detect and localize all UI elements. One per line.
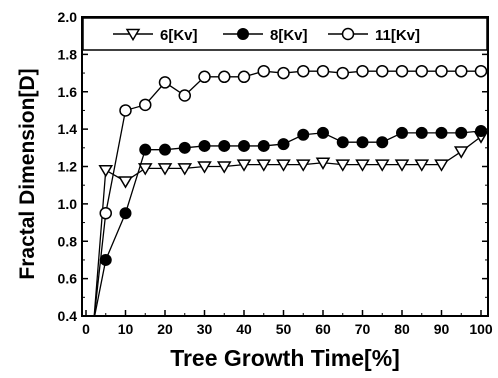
data-point: [236, 159, 252, 172]
legend-label: 11[Kv]: [375, 27, 420, 44]
series-2: [93, 124, 487, 316]
data-point: [434, 159, 449, 172]
x-tick-label: 50: [276, 321, 292, 337]
legend-marker: [341, 27, 355, 41]
data-point: [198, 70, 211, 84]
data-point: [158, 76, 172, 89]
data-point: [297, 128, 310, 141]
data-point: [178, 141, 191, 154]
x-tick-label: 10: [118, 321, 134, 337]
series-layer: [93, 64, 488, 316]
data-point: [257, 64, 270, 78]
data-point: [218, 70, 231, 84]
y-tick-label: 1.6: [58, 84, 78, 100]
data-point: [396, 126, 408, 139]
data-point: [257, 139, 270, 152]
data-point: [435, 126, 448, 139]
data-point: [137, 163, 153, 176]
data-point: [376, 136, 389, 149]
legend-marker: [125, 28, 141, 42]
data-point: [453, 146, 469, 159]
data-point: [295, 159, 311, 172]
y-tick-label: 1.2: [58, 159, 78, 175]
data-point: [374, 159, 390, 172]
data-point: [435, 64, 448, 78]
x-axis-title: Tree Growth Time[%]: [170, 345, 400, 371]
data-point: [139, 98, 152, 112]
series-line: [93, 130, 482, 316]
y-tick-label: 1.4: [58, 121, 78, 137]
data-point: [119, 104, 132, 117]
data-point: [297, 64, 310, 78]
legend-label: 6[Kv]: [160, 27, 198, 44]
data-point: [177, 163, 193, 176]
x-tick-label: 0: [82, 321, 90, 337]
x-tick-label: 30: [197, 321, 213, 337]
series-line: [93, 70, 481, 316]
data-point: [197, 161, 212, 174]
x-tick-label: 70: [355, 321, 371, 337]
x-tick-label: 20: [157, 321, 173, 337]
data-point: [395, 64, 409, 78]
data-point: [335, 159, 351, 172]
x-tick-label: 90: [434, 321, 450, 337]
x-tick-label: 60: [315, 321, 331, 337]
y-tick-label: 1.8: [58, 46, 78, 62]
y-tick-label: 0.4: [58, 308, 78, 324]
data-point: [455, 64, 468, 78]
data-point: [198, 139, 211, 152]
data-point: [356, 64, 369, 78]
y-tick-label: 0.6: [58, 271, 78, 287]
data-point: [139, 143, 152, 156]
data-point: [394, 159, 410, 172]
data-point: [118, 176, 133, 189]
data-point: [317, 126, 329, 139]
y-tick-label: 2.0: [58, 9, 78, 25]
data-point: [159, 143, 171, 156]
series-3: [93, 64, 488, 316]
data-point: [414, 159, 430, 172]
data-point: [256, 159, 272, 172]
data-point: [157, 163, 173, 176]
y-tick-label: 0.8: [58, 233, 78, 249]
legend-marker: [237, 28, 249, 40]
data-point: [277, 66, 290, 80]
series-1: [93, 131, 488, 316]
data-point: [216, 161, 232, 174]
data-point: [474, 64, 488, 78]
data-point: [415, 64, 428, 78]
y-tick-label: 1.0: [58, 196, 78, 212]
data-point: [355, 159, 370, 172]
data-point: [99, 206, 112, 220]
data-point: [119, 207, 132, 220]
data-point: [315, 157, 331, 170]
legend-label: 8[Kv]: [270, 27, 308, 44]
y-axis-title: Fractal Dimension[D]: [16, 68, 39, 279]
data-point: [475, 124, 487, 137]
data-point: [415, 126, 428, 139]
data-point: [99, 253, 112, 266]
data-point: [178, 89, 191, 102]
data-point: [336, 66, 349, 80]
data-point: [238, 139, 250, 152]
data-point: [455, 126, 468, 139]
data-point: [356, 136, 369, 149]
data-point: [376, 64, 389, 78]
x-axis: 0 10 20 30 40 50 60 70 80 90 100: [82, 17, 493, 337]
y-axis: 0.4 0.6 0.8 1.0 1.2 1.4 1.6 1.8 2.0: [58, 9, 488, 324]
x-tick-label: 40: [236, 321, 252, 337]
x-tick-label: 100: [469, 321, 493, 337]
data-point: [277, 138, 290, 151]
x-tick-label: 80: [394, 321, 410, 337]
data-point: [237, 70, 251, 84]
data-point: [276, 159, 291, 172]
data-point: [316, 64, 330, 78]
data-point: [218, 139, 231, 152]
data-point: [336, 136, 349, 149]
data-point: [98, 164, 114, 178]
legend: 6[Kv] 8[Kv] 11[Kv]: [82, 17, 488, 51]
